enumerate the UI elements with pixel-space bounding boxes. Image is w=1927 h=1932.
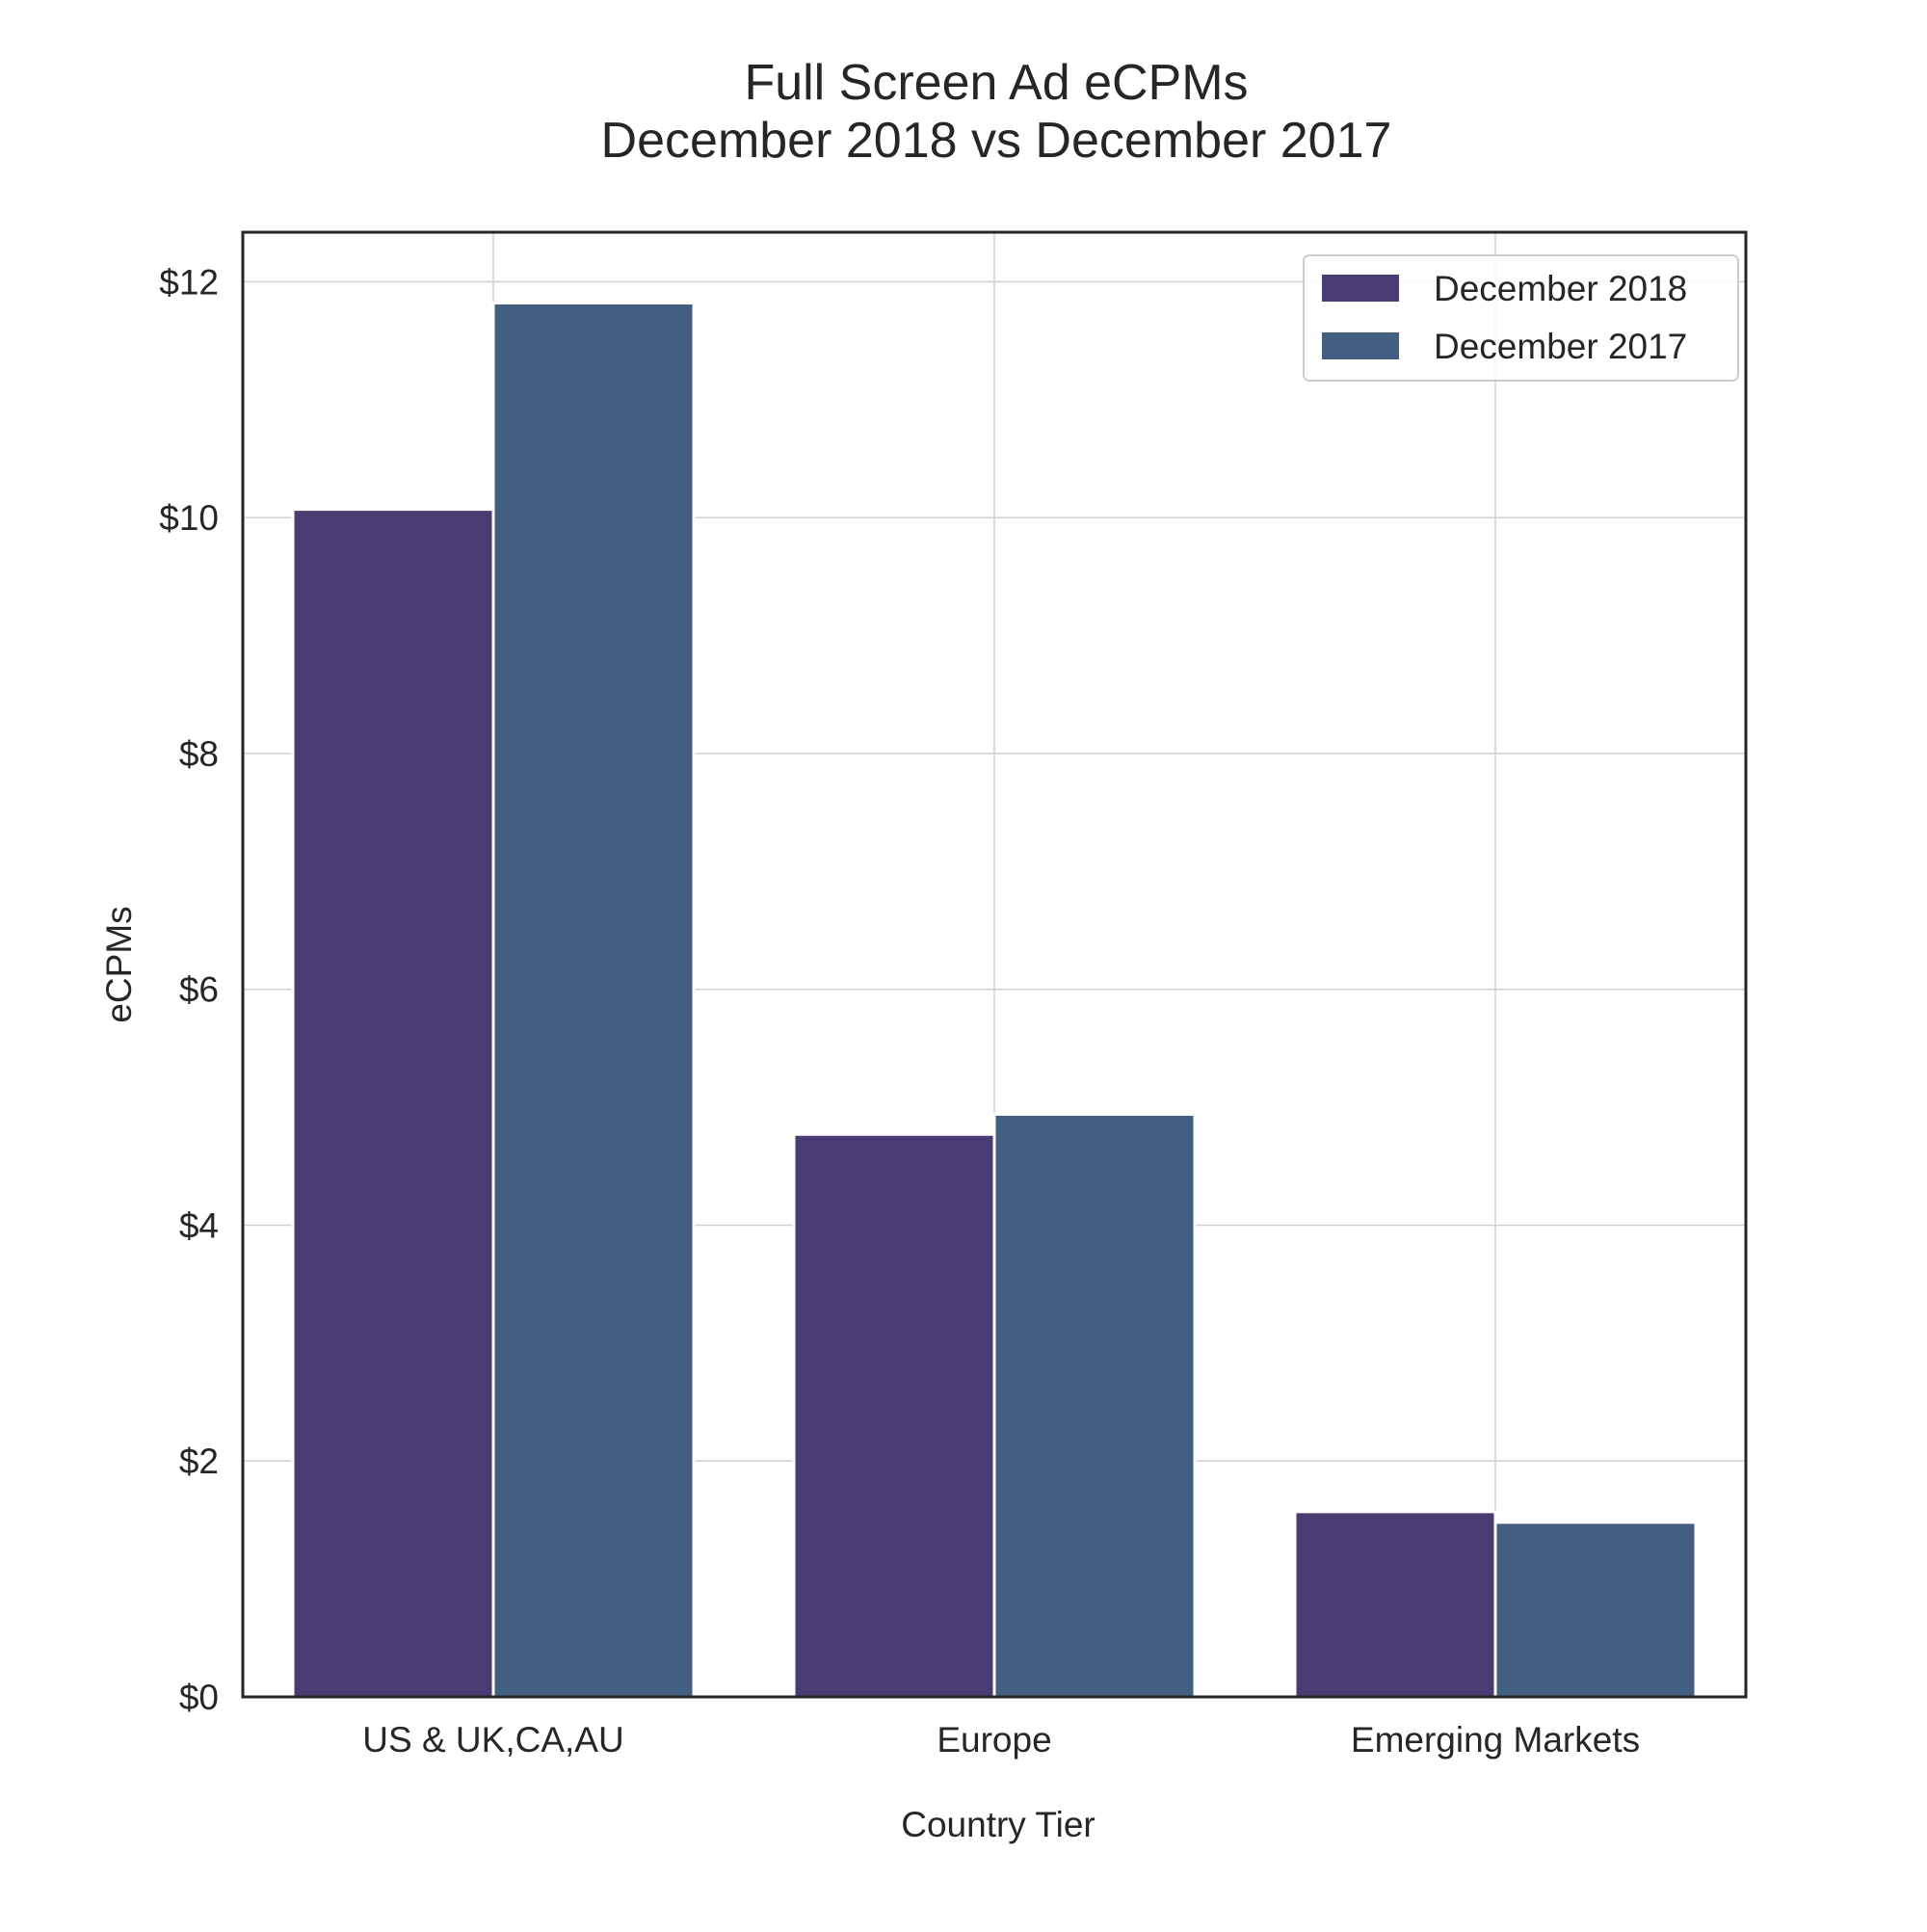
- y-axis-label: eCPMs: [99, 906, 139, 1022]
- bar-dec-2017: [491, 301, 696, 1699]
- legend-box: [1303, 254, 1739, 382]
- x-axis-label: Country Tier: [901, 1805, 1095, 1844]
- y-tick-label: $4: [179, 1205, 219, 1245]
- legend-label: December 2017: [1434, 327, 1687, 366]
- legend-swatch: [1322, 332, 1399, 359]
- plot-frame: [241, 230, 1748, 1699]
- y-tick-label: $10: [159, 498, 219, 538]
- bar-dec-2018: [792, 1132, 996, 1699]
- bar-dec-2017: [992, 1112, 1197, 1699]
- legend: December 2018 December 2017: [1303, 254, 1739, 382]
- y-tick-label: $12: [159, 262, 219, 302]
- y-tick-label: $6: [179, 970, 219, 1010]
- bar-dec-2018: [291, 508, 495, 1699]
- legend-swatch: [1322, 275, 1399, 302]
- tick-labels: $0 $2 $4 $6 $8 $10 $12 US & UK,CA,AU Europe Emerg…: [159, 262, 1640, 1760]
- y-tick-label: $8: [179, 734, 219, 774]
- x-tick-label: US & UK,CA,AU: [362, 1720, 623, 1760]
- legend-label: December 2018: [1434, 269, 1687, 308]
- x-tick-label: Europe: [937, 1720, 1051, 1760]
- chart-title-line-2: December 2018 vs December 2017: [601, 113, 1392, 169]
- chart-title-line-1: Full Screen Ad eCPMs: [744, 55, 1248, 111]
- y-tick-label: $2: [179, 1442, 219, 1481]
- y-tick-label: $0: [179, 1678, 219, 1717]
- x-tick-label: Emerging Markets: [1351, 1720, 1640, 1760]
- bar-dec-2018: [1293, 1510, 1497, 1699]
- bar-dec-2017: [1493, 1521, 1698, 1699]
